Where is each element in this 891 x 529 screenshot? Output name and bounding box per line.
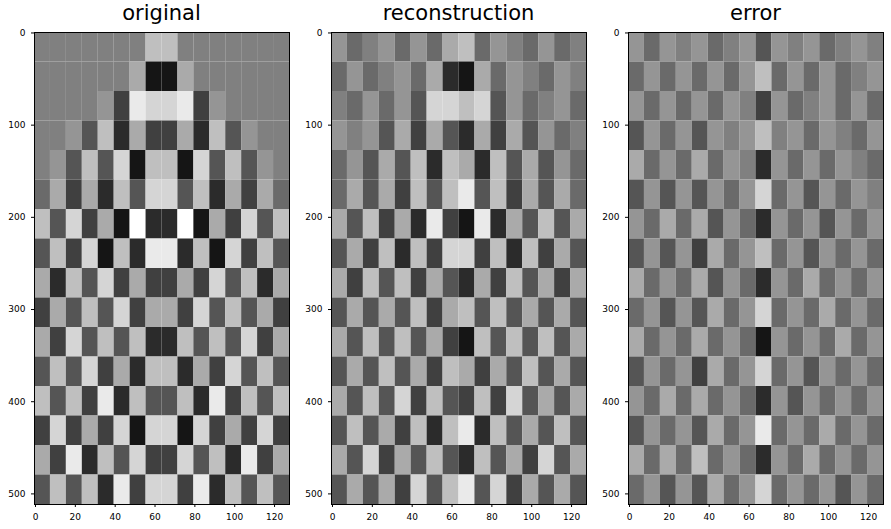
svg-text:60: 60 [446,512,458,522]
svg-text:400: 400 [8,397,25,407]
svg-text:200: 200 [602,212,619,222]
svg-text:200: 200 [305,212,322,222]
svg-text:0: 0 [317,28,323,38]
html-text:error: error [730,1,781,25]
svg-text:120: 120 [266,512,283,522]
html-text:reconstruction: reconstruction [382,1,535,25]
svg-text:300: 300 [8,304,25,314]
svg-text:120: 120 [563,512,580,522]
svg-text:400: 400 [305,397,322,407]
svg-text:300: 300 [602,304,619,314]
svg-text:100: 100 [8,120,25,130]
svg-text:20: 20 [70,512,82,522]
svg-text:100: 100 [226,512,243,522]
svg-text:300: 300 [305,304,322,314]
svg-text:80: 80 [783,512,795,522]
svg-text:400: 400 [602,397,619,407]
svg-text:500: 500 [305,489,322,499]
svg-text:500: 500 [8,489,25,499]
svg-text:0: 0 [330,512,336,522]
html-text:original: original [122,1,201,25]
svg-text:20: 20 [367,512,379,522]
svg-text:100: 100 [602,120,619,130]
svg-text:0: 0 [20,28,26,38]
svg-text:80: 80 [189,512,201,522]
svg-text:40: 40 [109,512,121,522]
svg-text:80: 80 [486,512,498,522]
svg-text:120: 120 [860,512,877,522]
svg-text:60: 60 [743,512,755,522]
svg-text:100: 100 [820,512,837,522]
svg-text:0: 0 [33,512,39,522]
svg-text:0: 0 [627,512,633,522]
svg-text:60: 60 [149,512,161,522]
svg-text:40: 40 [406,512,418,522]
svg-text:100: 100 [523,512,540,522]
svg-text:0: 0 [614,28,620,38]
svg-text:500: 500 [602,489,619,499]
svg-text:100: 100 [305,120,322,130]
svg-text:20: 20 [664,512,676,522]
svg-text:200: 200 [8,212,25,222]
svg-text:40: 40 [703,512,715,522]
